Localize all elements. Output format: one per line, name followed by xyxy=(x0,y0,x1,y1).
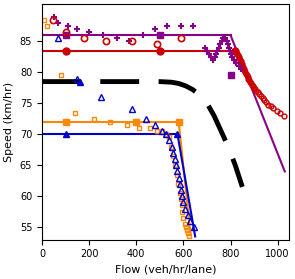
Y-axis label: Speed (km/hr): Speed (km/hr) xyxy=(4,82,14,162)
X-axis label: Flow (veh/hr/lane): Flow (veh/hr/lane) xyxy=(115,265,217,275)
